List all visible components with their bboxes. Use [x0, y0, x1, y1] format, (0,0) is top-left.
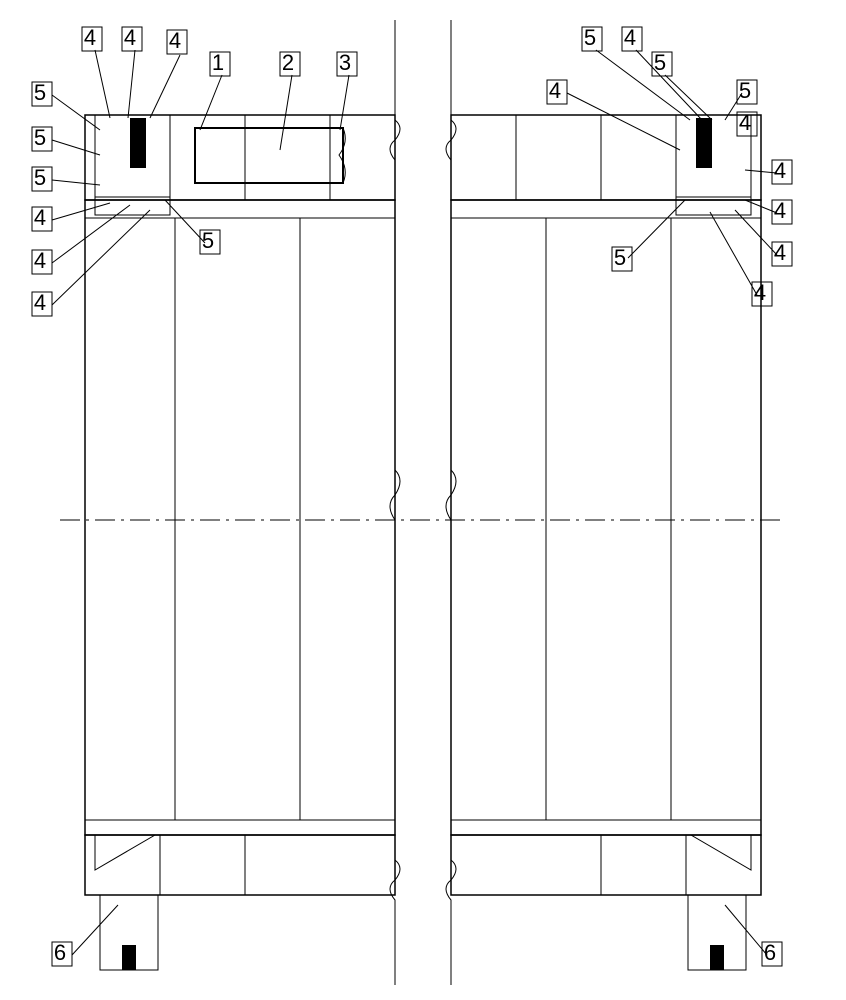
callout-label: 4: [772, 158, 792, 184]
label-text: 4: [754, 280, 766, 305]
label-text: 4: [169, 28, 181, 53]
callout-label: 6: [52, 940, 72, 966]
label-text: 4: [34, 205, 46, 230]
label-text: 4: [34, 248, 46, 273]
label-text: 4: [774, 198, 786, 223]
label-text: 5: [654, 50, 666, 75]
main-body: [85, 200, 761, 835]
label-text: 5: [34, 125, 46, 150]
callout-label: 4: [622, 25, 642, 51]
leaders: [52, 50, 777, 955]
callout-label: 4: [32, 205, 52, 231]
callout-label: 5: [582, 25, 602, 51]
label-text: 5: [202, 228, 214, 253]
label-text: 5: [34, 165, 46, 190]
callout-label: 4: [122, 25, 142, 51]
label-text: 6: [54, 940, 66, 965]
label-text: 4: [774, 158, 786, 183]
label-text: 5: [584, 25, 596, 50]
callout-label: 4: [772, 198, 792, 224]
label-text: 4: [124, 25, 136, 50]
callout-label: 5: [737, 78, 757, 104]
callout-label: 4: [32, 290, 52, 316]
label-text: 5: [614, 245, 626, 270]
top-ring: [85, 115, 761, 215]
break-lines: [390, 20, 456, 985]
callout-label: 4: [752, 280, 772, 306]
label-text: 4: [739, 110, 751, 135]
label-text: 4: [624, 25, 636, 50]
technical-drawing: 12344455544455445544444566: [0, 0, 846, 1000]
label-text: 5: [34, 80, 46, 105]
callout-label: 4: [547, 78, 567, 104]
callout-label: 5: [200, 228, 220, 254]
label-text: 3: [339, 50, 351, 75]
callout-label: 4: [737, 110, 757, 136]
bottom-ring: [85, 835, 761, 970]
callout-label: 4: [772, 240, 792, 266]
label-text: 2: [282, 50, 294, 75]
label-text: 1: [212, 50, 224, 75]
label-text: 6: [764, 940, 776, 965]
label-text: 4: [549, 78, 561, 103]
callout-label: 4: [32, 248, 52, 274]
callout-label: 4: [167, 28, 187, 54]
callout-label: 4: [82, 25, 102, 51]
label-text: 4: [774, 240, 786, 265]
label-text: 5: [739, 78, 751, 103]
callout-label: 3: [337, 50, 357, 76]
callout-label: 5: [652, 50, 672, 76]
label-text: 4: [84, 25, 96, 50]
callout-label: 5: [32, 125, 52, 151]
callout-label: 5: [32, 80, 52, 106]
callout-label: 5: [612, 245, 632, 271]
callout-label: 1: [210, 50, 230, 76]
label-text: 4: [34, 290, 46, 315]
callout-label: 5: [32, 165, 52, 191]
callout-label: 6: [762, 940, 782, 966]
callout-label: 2: [280, 50, 300, 76]
